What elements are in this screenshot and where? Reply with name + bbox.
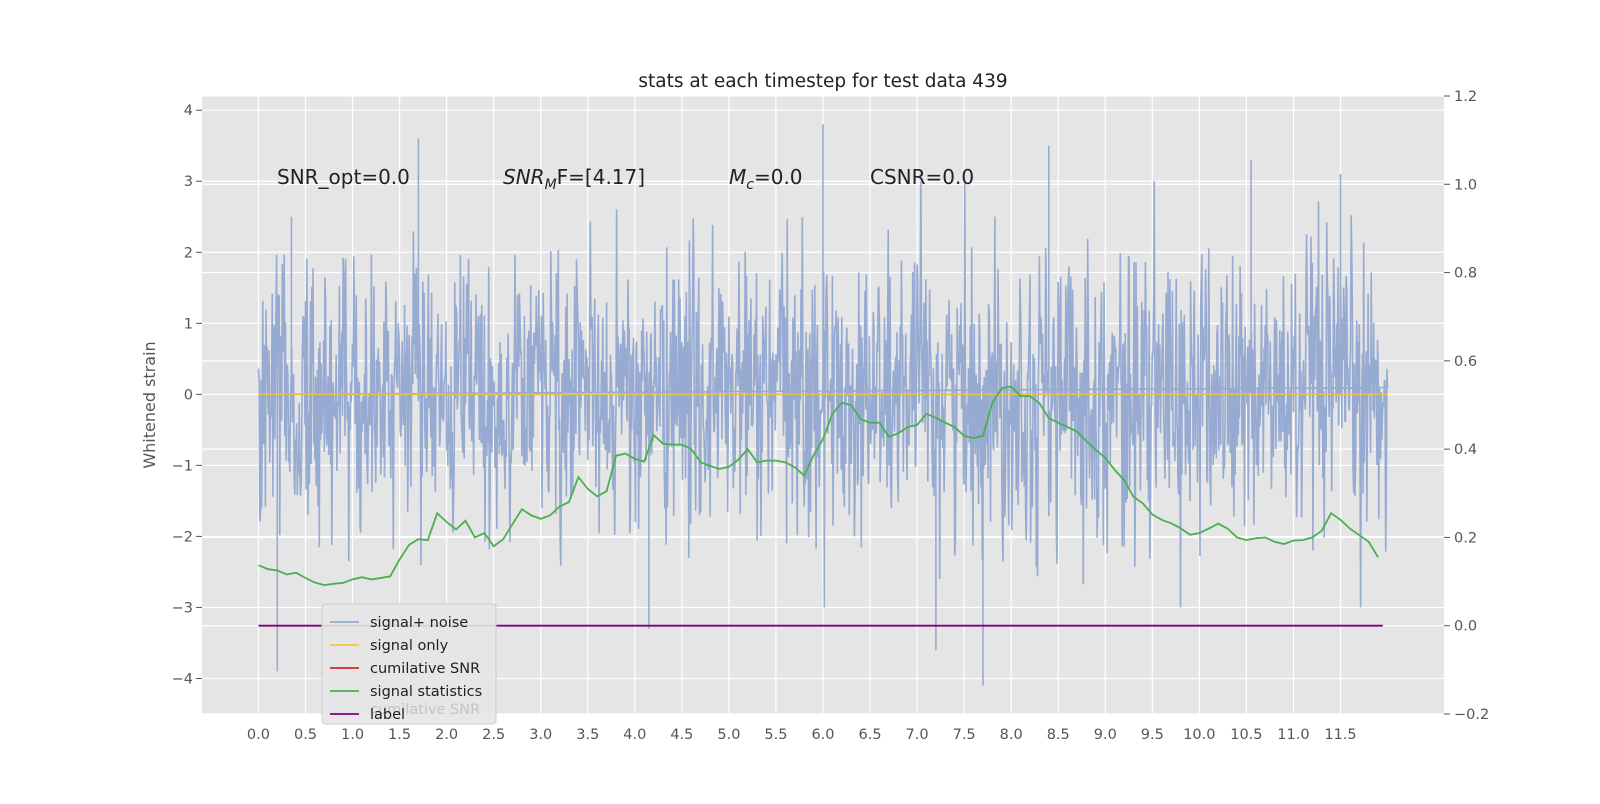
legend-label: signal statistics: [370, 684, 482, 700]
x-tick-label: 4.5: [670, 727, 693, 743]
x-tick-label: 5.0: [717, 727, 740, 743]
x-tick-label: 7.0: [906, 727, 929, 743]
x-tick-label: 3.0: [529, 727, 552, 743]
y-tick-label: 0: [184, 387, 193, 403]
x-tick-label: 0.5: [294, 727, 317, 743]
y-tick-label: −2: [172, 529, 193, 545]
x-tick-label: 8.0: [1000, 727, 1023, 743]
y-right-tick-label: −0.2: [1454, 707, 1489, 723]
y-right-tick-label: 0.2: [1454, 530, 1477, 546]
y-right-tick-label: 0.6: [1454, 354, 1477, 370]
x-tick-label: 9.0: [1094, 727, 1117, 743]
legend: cumilative SNR signal+ noise signal only c…: [321, 603, 497, 725]
x-tick-label: 10.5: [1230, 727, 1262, 743]
x-tick-label: 6.5: [859, 727, 882, 743]
annotation-snr-opt: SNR_opt=0.0: [277, 165, 410, 189]
x-tick-label: 0.0: [247, 727, 270, 743]
y-right-tick-label: 1.0: [1454, 177, 1477, 193]
x-tick-label: 8.5: [1047, 727, 1070, 743]
x-tick-label: 10.0: [1183, 727, 1215, 743]
y-tick-label: −1: [172, 458, 193, 474]
y-tick-label: 2: [184, 245, 193, 261]
legend-label: signal only: [370, 638, 449, 654]
y-right-tick-label: 0.4: [1454, 442, 1477, 458]
x-tick-label: 7.5: [953, 727, 976, 743]
y-right-tick-label: 1.2: [1454, 89, 1477, 105]
x-tick-label: 3.5: [576, 727, 599, 743]
annotation-csnr: CSNR=0.0: [870, 165, 974, 189]
axes: 0.0 0.5 1.0 1.5 2.0 2.5 3.0 3.5 4.0 4.5 5.0 5.5 6.0 6…: [172, 89, 1490, 743]
series-line-signal-statistics: [258, 385, 1379, 587]
y-right-tick-label: 0.0: [1454, 619, 1477, 635]
legend-box: [321, 603, 497, 725]
x-tick-label: 4.0: [623, 727, 646, 743]
y-tick-label: 4: [184, 103, 193, 119]
x-tick-label: 6.0: [811, 727, 834, 743]
legend-label: label: [370, 707, 405, 723]
y-tick-label: 1: [184, 316, 193, 332]
y-tick-label: −3: [172, 600, 193, 616]
x-tick-label: 2.5: [482, 727, 505, 743]
x-tick-label: 9.5: [1141, 727, 1164, 743]
y-tick-label: −4: [172, 671, 193, 687]
signal-noise-series: [257, 124, 1389, 686]
legend-hidden-text: cumilative SNR: [370, 702, 480, 718]
legend-label: signal+ noise: [370, 615, 468, 631]
annotation-snr-mf: SNRMF=[4.17]: [503, 165, 645, 193]
legend-entries: signal+ noise signal only cumilative SNR si…: [330, 615, 482, 723]
y-tick-label: 3: [184, 174, 193, 190]
x-tick-label: 11.5: [1324, 727, 1356, 743]
x-tick-label: 5.5: [764, 727, 787, 743]
y-right-tick-label: 0.8: [1454, 266, 1477, 282]
y-axis-label: Whitened strain: [140, 341, 159, 468]
series-line-signal-noise: [257, 124, 1389, 686]
chart-title: stats at each timestep for test data 439: [638, 71, 1007, 92]
x-tick-label: 11.0: [1277, 727, 1309, 743]
annotations: SNR_opt=0.0 SNRMF=[4.17] Mc=0.0 CSNR=0.0: [277, 165, 974, 193]
legend-label: cumilative SNR: [370, 661, 480, 677]
x-tick-label: 1.0: [341, 727, 364, 743]
x-tick-label: 2.0: [435, 727, 458, 743]
x-tick-label: 1.5: [388, 727, 411, 743]
annotation-mc: Mc=0.0: [729, 165, 803, 193]
